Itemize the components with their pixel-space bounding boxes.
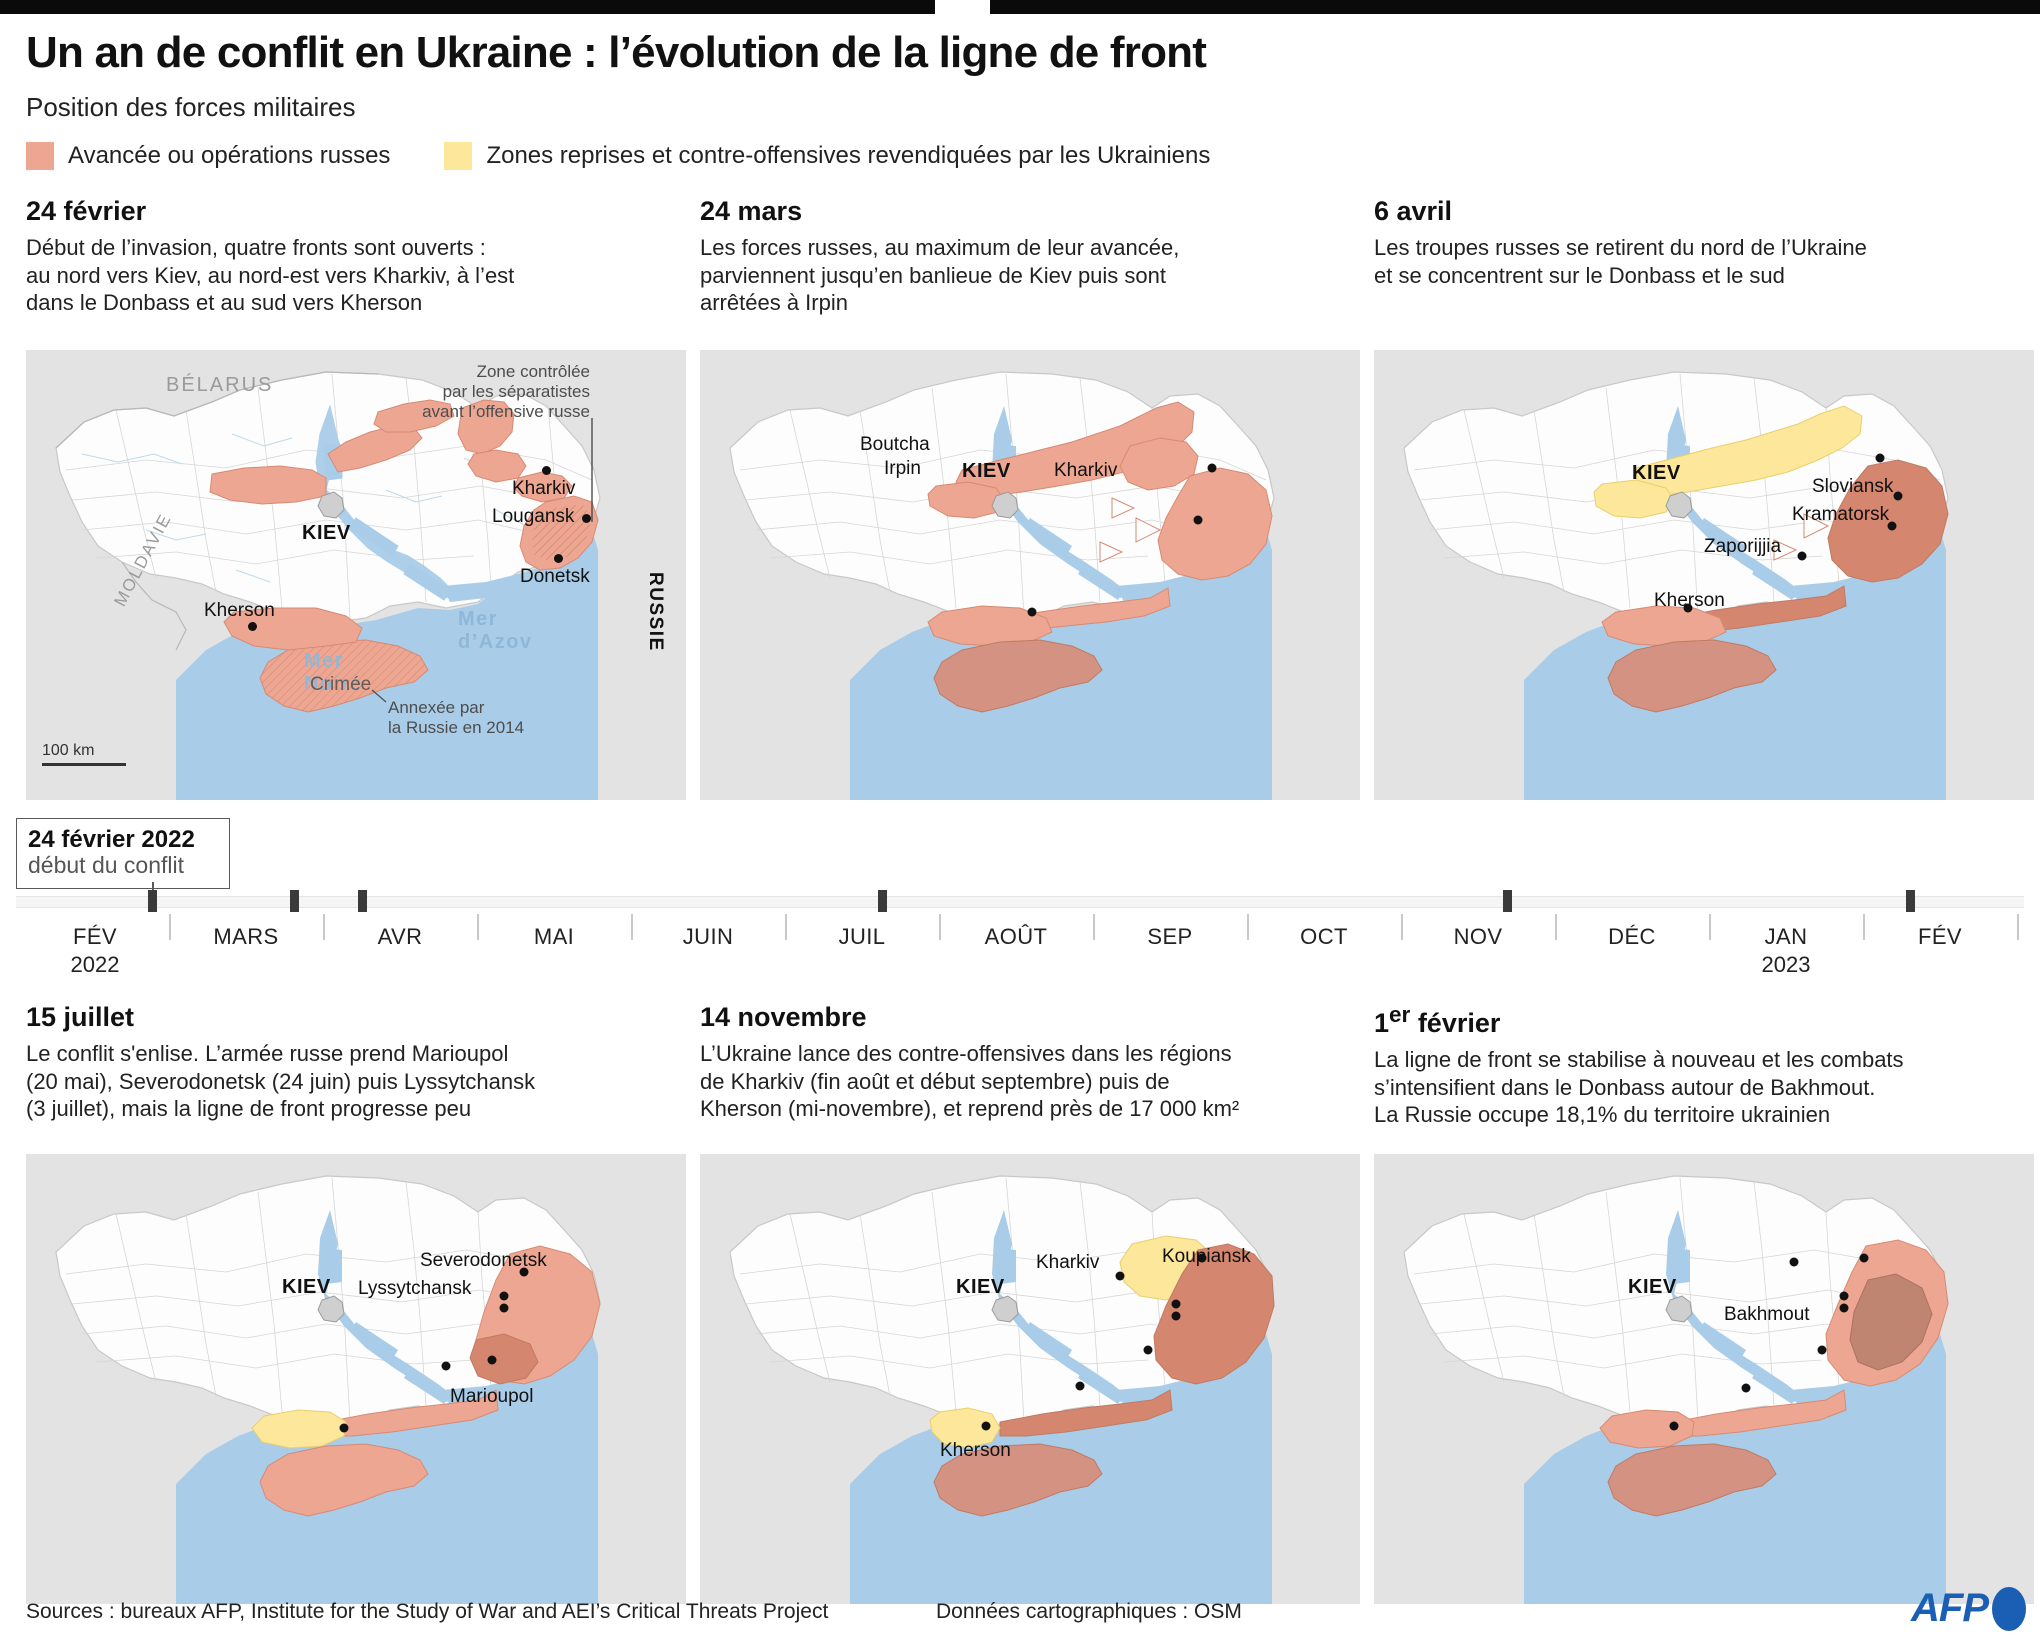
timeline-month-mars: MARS	[213, 924, 279, 949]
map-6-graphic	[1374, 1154, 2034, 1604]
legend-item-ukrainian-retake: Zones reprises et contre-offensives reve…	[444, 142, 1210, 170]
timeline-month-aout: AOÛT	[984, 924, 1048, 949]
panel-desc-4: Le conflit s'enlise. L’armée russe prend…	[26, 1041, 536, 1122]
panel-24-mars: 24 mars Les forces russes, au maximum de…	[700, 196, 1360, 317]
map-15-juillet: KIEV Severodonetsk Lyssytchansk Marioupo…	[26, 1154, 686, 1604]
afp-logo-dot	[1992, 1586, 2026, 1631]
panel-desc-6: La ligne de front se stabilise à nouveau…	[1374, 1047, 1904, 1128]
timeline-tick-minor	[1093, 914, 1095, 940]
map1-scalebar-label: 100 km	[42, 742, 95, 759]
timeline-track	[16, 896, 2024, 908]
top-bar-notch	[935, 0, 990, 14]
timeline-marker-14-novembre[interactable]	[1503, 890, 1512, 912]
panel-date-4: 15 juillet	[26, 1002, 135, 1032]
legend-swatch-ukrainian	[444, 142, 473, 170]
panel-date-6-prefix: 1	[1374, 1008, 1390, 1038]
map1-dot-kharkiv	[542, 466, 551, 475]
map-24-fevrier: BÉLARUS MOLDAVIE RUSSIE KIEV Kharkiv Lou…	[26, 350, 686, 800]
timeline-year-2022: 2022	[70, 952, 120, 977]
panel-desc-3: Les troupes russes se retirent du nord d…	[1374, 235, 1867, 288]
afp-logo: AFP	[1911, 1586, 2026, 1631]
map1-scalebar: 100 km	[42, 742, 126, 766]
panel-date-6-suffix: février	[1410, 1008, 1501, 1038]
footer-sources: Sources : bureaux AFP, Institute for the…	[26, 1600, 829, 1623]
timeline-tick-minor	[323, 914, 325, 940]
timeline-tick-minor	[1863, 914, 1865, 940]
map1-dot-kherson	[248, 622, 257, 631]
map1-scalebar-bar	[42, 763, 126, 766]
afp-logo-text: AFP	[1911, 1586, 1989, 1630]
map-1er-fevrier: KIEV Bakhmout	[1374, 1154, 2034, 1604]
timeline-marker-24-mars[interactable]	[290, 890, 299, 912]
legend-item-russian-advance: Avancée ou opérations russes	[26, 142, 390, 170]
timeline-tick-minor	[785, 914, 787, 940]
timeline-tick-minor	[1555, 914, 1557, 940]
timeline-marker-6-avril[interactable]	[358, 890, 367, 912]
timeline-callout-title: 24 février 2022	[28, 826, 195, 853]
timeline-marker-24-fevrier[interactable]	[148, 890, 157, 912]
timeline-tick-minor	[169, 914, 171, 940]
panel-date-1: 24 février	[26, 196, 147, 226]
panel-desc-2: Les forces russes, au maximum de leur av…	[700, 235, 1180, 316]
panel-desc-5: L’Ukraine lance des contre-offensives da…	[700, 1041, 1240, 1122]
timeline-month-dec: DÉC	[1608, 924, 1656, 949]
map-4-graphic	[26, 1154, 686, 1604]
timeline-tick-minor	[477, 914, 479, 940]
timeline-month-oct: OCT	[1300, 924, 1348, 949]
panel-6-avril: 6 avril Les troupes russes se retirent d…	[1374, 196, 2034, 289]
timeline-year-2023: 2023	[1761, 952, 1811, 977]
timeline-month-sep: SEP	[1147, 924, 1193, 949]
timeline-tick-minor	[1709, 914, 1711, 940]
map-14-novembre: KIEV Kharkiv Koupiansk Kherson	[700, 1154, 1360, 1604]
timeline-month-avr: AVR	[377, 924, 423, 949]
panel-24-fevrier: 24 février Début de l’invasion, quatre f…	[26, 196, 686, 317]
timeline-month-mai: MAI	[533, 924, 575, 949]
map1-dot-lougansk	[582, 514, 591, 523]
panel-date-6: 1er février	[1374, 1002, 2034, 1039]
timeline-tick-minor	[631, 914, 633, 940]
timeline-tick-minor	[1401, 914, 1403, 940]
panel-date-3: 6 avril	[1374, 196, 1453, 226]
panel-date-6-sup: er	[1389, 1002, 1411, 1027]
panel-date-5: 14 novembre	[700, 1002, 867, 1032]
timeline-callout-sub: début du conflit	[28, 852, 185, 878]
map-6-avril: KIEV Sloviansk Kramatorsk Zaporijjia Khe…	[1374, 350, 2034, 800]
panel-date-2: 24 mars	[700, 196, 803, 226]
map-24-mars: KIEV Boutcha Irpin Kharkiv	[700, 350, 1360, 800]
timeline-marker-15-juillet[interactable]	[878, 890, 887, 912]
timeline-month-juin: JUIN	[682, 924, 734, 949]
legend-label-ukrainian: Zones reprises et contre-offensives reve…	[486, 142, 1211, 169]
top-black-bar	[0, 0, 2040, 14]
panel-desc-1: Début de l’invasion, quatre fronts sont …	[26, 235, 515, 316]
timeline-month-nov: NOV	[1453, 924, 1503, 949]
timeline-tick-minor	[2017, 914, 2019, 940]
map-1-graphic	[26, 350, 686, 800]
panel-1er-fevrier: 1er février La ligne de front se stabili…	[1374, 1002, 2034, 1129]
map-3-graphic	[1374, 350, 2034, 800]
timeline-marker-1er-fevrier[interactable]	[1906, 890, 1915, 912]
timeline-month-fev-2022: FÉV	[73, 924, 117, 949]
panel-15-juillet: 15 juillet Le conflit s'enlise. L’armée …	[26, 1002, 686, 1123]
timeline-month-juil: JUIL	[838, 924, 886, 949]
timeline: 24 février 2022 début du conflit FÉV 202…	[0, 818, 2040, 977]
footer-cartography: Données cartographiques : OSM	[936, 1600, 1242, 1623]
page-title: Un an de conflit en Ukraine : l’évolutio…	[26, 28, 1207, 77]
timeline-tick-minor	[939, 914, 941, 940]
timeline-callout: 24 février 2022 début du conflit	[16, 818, 230, 889]
map1-dot-donetsk	[554, 554, 563, 563]
legend: Avancée ou opérations russes Zones repri…	[26, 142, 1210, 170]
timeline-month-fev-2023: FÉV	[1918, 924, 1962, 949]
panel-14-novembre: 14 novembre L’Ukraine lance des contre-o…	[700, 1002, 1360, 1123]
timeline-month-jan: JAN	[1764, 924, 1808, 949]
legend-label-russian: Avancée ou opérations russes	[68, 142, 391, 169]
map-5-graphic	[700, 1154, 1360, 1604]
legend-swatch-russian	[26, 142, 54, 170]
page-subtitle: Position des forces militaires	[26, 92, 356, 122]
timeline-tick-minor	[1247, 914, 1249, 940]
map-2-graphic	[700, 350, 1360, 800]
